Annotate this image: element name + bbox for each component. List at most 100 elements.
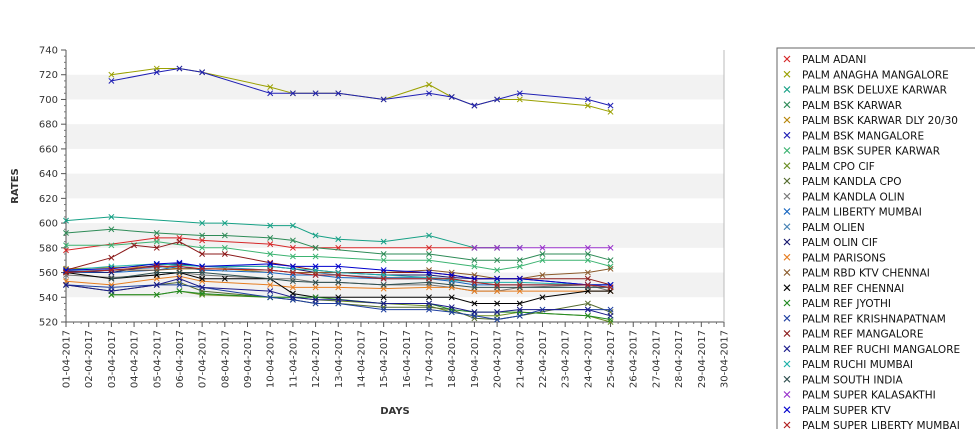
data-point-marker [448,94,455,100]
data-point-marker [108,71,115,78]
chart-legend: PALM ADANI PALM ANAGHA MANGALORE PALM BSK … [776,47,975,429]
data-point-marker [516,306,523,313]
data-point-marker [176,288,183,295]
data-point-marker [267,294,274,301]
legend-marker [783,192,791,200]
x-tick-label: 14-04-2017 [356,330,367,388]
data-point-marker [380,267,387,274]
data-point-marker [471,102,478,109]
data-point-marker [267,251,274,257]
legend-label: PALM LIBERTY MUMBAI [802,207,922,219]
legend-label: PALM OLIN CIF [802,237,878,249]
data-point-marker [426,300,432,307]
grid-band [66,223,724,248]
data-point-marker [448,294,455,301]
data-point-marker [267,84,274,91]
x-tick-label: 11-04-2017 [288,330,299,388]
data-point-marker [607,319,614,325]
x-tick-label: 19-04-2017 [470,330,481,388]
legend-label: PALM RUCHI MUMBAI [802,359,913,371]
data-point-marker [448,309,455,316]
x-tick-label: 29-04-2017 [697,330,708,388]
x-tick-label: 12-04-2017 [311,330,322,388]
data-point-marker [584,269,591,276]
data-point-marker [108,226,115,233]
data-point-marker [448,281,455,288]
data-point-marker [607,257,614,264]
data-point-marker [335,274,342,281]
data-point-marker [312,90,319,97]
data-point-marker [516,281,523,288]
legend-label: PALM BSK SUPER KARWAR [802,146,940,158]
data-point-marker [516,300,523,307]
legend-box [776,47,975,429]
y-axis-title: RATES [10,168,21,204]
data-point-marker [380,238,387,245]
data-point-marker [108,267,115,274]
data-point-marker [221,251,228,257]
legend-marker [783,314,791,322]
x-axis-title: DAYS [380,406,410,417]
data-point-marker [584,257,591,264]
data-point-marker [199,69,206,76]
data-point-marker [607,306,614,313]
legend-marker [783,101,791,109]
legend-marker [783,330,791,337]
x-tick-label: 26-04-2017 [629,330,640,388]
data-point-marker [221,232,228,239]
data-point-marker [289,284,296,291]
data-point-marker [312,272,319,278]
data-point-marker [426,232,432,239]
legend-label: PALM BSK KARWAR DLY 20/30 [802,115,958,127]
data-point-marker [607,244,614,251]
data-point-marker [516,312,523,319]
data-point-marker [426,294,432,301]
x-tick-label: 08-04-2017 [220,330,231,388]
data-point-marker [63,242,69,249]
data-point-marker [380,257,387,264]
legend-marker [783,253,791,261]
data-point-marker [448,304,455,311]
data-point-marker [312,232,319,239]
data-point-marker [221,220,228,227]
series-5 [108,65,614,109]
data-point-marker [494,96,501,103]
data-point-marker [63,269,69,276]
data-point-marker [153,69,160,76]
data-point-marker [516,96,523,103]
data-point-marker [108,281,115,288]
legend-label: PALM KANDLA CPO [802,176,901,188]
x-tick-label: 03-04-2017 [107,330,118,388]
data-point-marker [153,263,160,270]
y-tick-label: 680 [39,120,58,131]
data-point-marker [380,251,387,257]
data-point-marker [516,244,523,251]
data-point-marker [494,316,501,323]
y-tick-label: 520 [39,318,58,329]
data-point-marker [539,251,546,257]
data-point-marker [426,269,432,276]
data-point-marker [494,257,501,264]
x-tick-label: 22-04-2017 [538,330,549,388]
data-point-marker [607,281,614,288]
data-point-marker [108,77,115,84]
legend-label: PALM PARISONS [802,252,886,264]
legend-marker [783,345,791,353]
x-tick-label: 01-04-2017 [62,330,73,388]
data-point-marker [448,275,455,282]
data-point-marker [176,269,183,276]
data-point-marker [289,253,296,260]
x-tick-label: 25-04-2017 [606,330,617,388]
data-point-marker [153,272,160,278]
data-point-marker [471,257,478,264]
data-point-marker [153,260,160,267]
data-point-marker [335,263,342,270]
legend-label: PALM REF JYOTHI [802,298,891,310]
legend-marker [783,208,791,215]
data-point-marker [153,238,160,245]
x-tick-label: 10-04-2017 [266,330,277,388]
data-point-marker [516,263,523,270]
data-point-marker [153,269,160,276]
data-point-marker [607,284,614,291]
y-tick-label: 600 [39,219,58,230]
